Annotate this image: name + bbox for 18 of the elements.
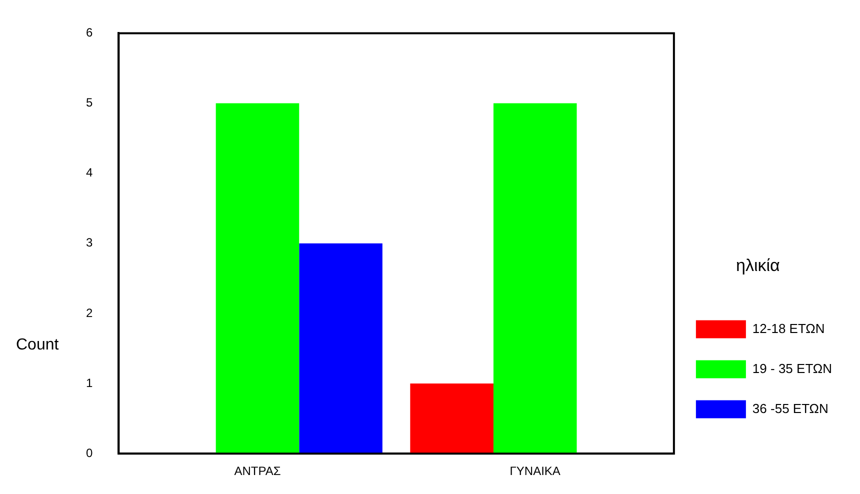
y-tick-label: 1 — [86, 376, 93, 390]
y-tick-label: 3 — [86, 236, 93, 250]
y-tick-label: 2 — [86, 306, 93, 320]
y-tick-label: 6 — [86, 26, 93, 40]
bar — [493, 103, 577, 454]
x-tick-label: ΑΝΤΡΑΣ — [234, 464, 281, 478]
y-tick-label: 0 — [86, 446, 93, 460]
bar — [410, 384, 494, 454]
legend-label: 36 -55 ΕΤΩΝ — [752, 400, 828, 416]
x-tick-label: ΓΥΝΑΙΚΑ — [510, 464, 560, 478]
legend-title: ηλικία — [736, 256, 780, 275]
y-axis-title: Count — [16, 336, 60, 354]
legend-label: 19 - 35 ΕΤΩΝ — [752, 360, 832, 376]
y-tick-label: 4 — [86, 166, 93, 180]
y-tick-label: 5 — [86, 96, 93, 110]
legend-label: 12-18 ΕΤΩΝ — [752, 320, 825, 336]
bar — [216, 103, 300, 454]
bar — [299, 243, 382, 454]
